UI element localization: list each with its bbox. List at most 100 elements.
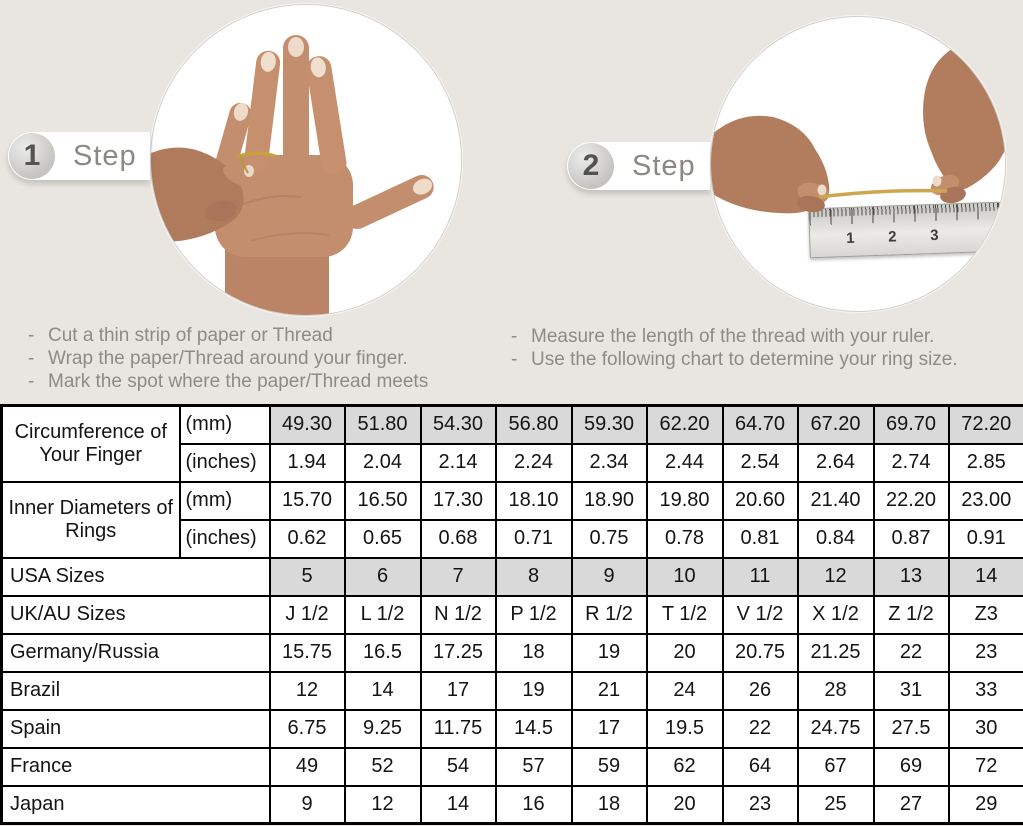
thumb xyxy=(345,175,434,230)
right-pinch-hand xyxy=(923,31,1005,204)
table-row: (inches) 0.62 0.65 0.68 0.71 0.75 0.78 0.81 0.84… xyxy=(2,518,1023,559)
unit-label: (mm) xyxy=(178,480,271,521)
bullet-dash: - xyxy=(511,349,518,370)
size-value-cell: 18 xyxy=(494,632,573,673)
size-value-cell: 0.78 xyxy=(645,518,724,559)
size-value-cell: 14 xyxy=(947,556,1023,597)
table-row: Inner Diameters of Rings (mm) 15.70 16.50 17… xyxy=(0,480,1023,559)
size-value-cell: X 1/2 xyxy=(796,594,875,635)
size-value-cell: 0.87 xyxy=(872,518,950,559)
size-value-cell: 2.34 xyxy=(570,442,648,483)
size-value-cell: 12 xyxy=(343,784,422,825)
size-value-cell: 2.64 xyxy=(796,442,875,483)
table-row: Germany/Russia 15.75 16.5 17.25 18 19 20 20.75 2… xyxy=(0,632,1023,673)
index-finger xyxy=(306,56,347,176)
size-value-cell: 0.75 xyxy=(570,518,648,559)
size-value-cell: 18.10 xyxy=(494,480,573,521)
size-value-cell: 59 xyxy=(570,746,648,787)
size-value-cell: 11.75 xyxy=(419,708,497,749)
size-value-cell: 16 xyxy=(494,784,573,825)
size-value-cell: 20.60 xyxy=(721,480,799,521)
size-value-cell: 51.80 xyxy=(343,404,422,445)
size-value-cell: 67.20 xyxy=(796,404,875,445)
step1-number: 1 xyxy=(23,139,41,172)
region-label: Japan xyxy=(0,784,271,825)
region-label: Brazil xyxy=(0,670,271,711)
instruction-text: Mark the spot where the paper/Thread mee… xyxy=(48,371,429,392)
size-value-cell: 17 xyxy=(419,670,497,711)
size-value-cell: 15.75 xyxy=(268,632,346,673)
step2-instructions: - Measure the length of the thread with … xyxy=(505,325,1021,371)
size-value-cell: 16.5 xyxy=(343,632,422,673)
size-value-cell: 19.5 xyxy=(645,708,724,749)
table-row: (inches) 1.94 2.04 2.14 2.24 2.34 2.44 2.54 2.64… xyxy=(2,442,1023,483)
bullet-dash: - xyxy=(28,348,35,369)
size-table-body: Circumference of Your Finger (mm) 49.30 51.… xyxy=(0,404,1023,825)
size-value-cell: 16.50 xyxy=(343,480,422,521)
size-value-cell: 2.14 xyxy=(419,442,497,483)
size-value-cell: 0.65 xyxy=(343,518,422,559)
hand-with-thread-illustration xyxy=(151,35,434,315)
size-value-cell: 19.80 xyxy=(645,480,724,521)
measuring-hands-illustration xyxy=(711,31,1005,214)
size-value-cell: 0.81 xyxy=(721,518,799,559)
ring-size-conversion-table: Circumference of Your Finger (mm) 49.30 51.… xyxy=(0,404,1023,825)
size-value-cell: 20.75 xyxy=(721,632,799,673)
size-value-cell: 57 xyxy=(494,746,573,787)
instruction-line: - Wrap the paper/Thread around your fing… xyxy=(22,347,497,370)
size-value-cell: 54.30 xyxy=(419,404,497,445)
step1-badge: 1 Step xyxy=(8,132,150,180)
size-value-cell: 24.75 xyxy=(796,708,875,749)
size-value-cell: 18 xyxy=(570,784,648,825)
size-value-cell: N 1/2 xyxy=(419,594,497,635)
table-row: USA Sizes 5 6 7 8 9 10 11 12 13 14 xyxy=(0,556,1023,597)
step1-photo xyxy=(150,4,462,316)
instruction-line: - Measure the length of the thread with … xyxy=(505,325,1021,348)
size-value-cell: 64 xyxy=(721,746,799,787)
step1-instructions: - Cut a thin strip of paper or Thread - … xyxy=(22,324,497,393)
size-value-cell: 5 xyxy=(268,556,346,597)
size-value-cell: 69.70 xyxy=(872,404,950,445)
size-value-cell: 27.5 xyxy=(872,708,950,749)
bullet-dash: - xyxy=(28,325,35,346)
size-value-cell: V 1/2 xyxy=(721,594,799,635)
row-group-label: Inner Diameters of Rings xyxy=(0,480,181,559)
size-value-cell: 7 xyxy=(419,556,497,597)
size-value-cell: P 1/2 xyxy=(494,594,573,635)
size-value-cell: 13 xyxy=(872,556,950,597)
size-value-cell: 2.74 xyxy=(872,442,950,483)
size-value-cell: 2.24 xyxy=(494,442,573,483)
size-value-cell: 59.30 xyxy=(570,404,648,445)
size-value-cell: 19 xyxy=(494,670,573,711)
size-value-cell: 29 xyxy=(947,784,1023,825)
size-value-cell: 67 xyxy=(796,746,875,787)
size-value-cell: 15.70 xyxy=(268,480,346,521)
size-value-cell: 26 xyxy=(721,670,799,711)
bullet-dash: - xyxy=(28,371,35,392)
size-value-cell: 2.44 xyxy=(645,442,724,483)
size-value-cell: 62.20 xyxy=(645,404,724,445)
size-value-cell: 14 xyxy=(419,784,497,825)
step1-number-circle: 1 xyxy=(9,133,55,179)
table-row: Spain 6.75 9.25 11.75 14.5 17 19.5 22 24.75 27.5 3… xyxy=(0,708,1023,749)
size-value-cell: 17.30 xyxy=(419,480,497,521)
size-value-cell: R 1/2 xyxy=(570,594,648,635)
size-value-cell: 0.62 xyxy=(268,518,346,559)
instruction-text: Cut a thin strip of paper or Thread xyxy=(48,325,333,346)
size-value-cell: 69 xyxy=(872,746,950,787)
size-value-cell: 56.80 xyxy=(494,404,573,445)
size-value-cell: Z3 xyxy=(947,594,1023,635)
instruction-text: Measure the length of the thread with yo… xyxy=(531,326,935,347)
region-label: France xyxy=(0,746,271,787)
size-value-cell: 1.94 xyxy=(268,442,346,483)
size-value-cell: 30 xyxy=(947,708,1023,749)
size-value-cell: 33 xyxy=(947,670,1023,711)
size-value-cell: 8 xyxy=(494,556,573,597)
size-value-cell: 0.68 xyxy=(419,518,497,559)
unit-label: (mm) xyxy=(178,404,271,445)
size-value-cell: 21.40 xyxy=(796,480,875,521)
size-value-cell: 17.25 xyxy=(419,632,497,673)
region-label: Germany/Russia xyxy=(0,632,271,673)
size-value-cell: L 1/2 xyxy=(343,594,422,635)
size-value-cell: 14.5 xyxy=(494,708,573,749)
